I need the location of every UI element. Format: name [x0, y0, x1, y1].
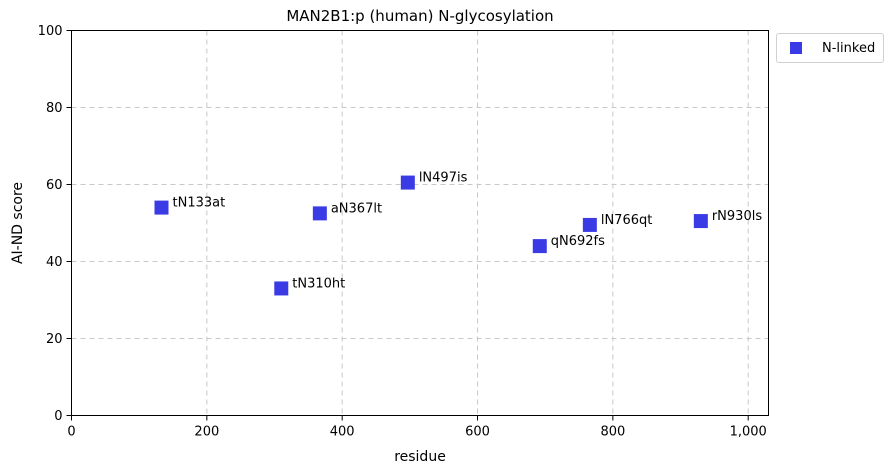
data-point-marker: [582, 217, 597, 232]
data-point-label: qN692fs: [551, 234, 605, 249]
plot-area-frame: [71, 30, 769, 416]
data-point-marker: [532, 239, 547, 254]
data-point-marker: [312, 206, 327, 221]
x-tick-label: 400: [330, 425, 355, 440]
x-tick-label: 0: [67, 425, 75, 440]
y-tick-label: 100: [38, 24, 63, 39]
data-point-label: tN310ht: [292, 276, 345, 291]
legend-marker-n-linked: [790, 42, 802, 54]
data-point-label: rN930ls: [712, 209, 762, 224]
y-axis-label: AI-ND score: [10, 182, 26, 264]
data-point-marker: [400, 175, 415, 190]
x-tick-label: 1,000: [730, 425, 767, 440]
y-tick-label: 60: [46, 178, 63, 193]
data-point-label: lN766qt: [601, 213, 653, 228]
data-point-marker: [154, 200, 169, 215]
legend: N-linked: [776, 33, 884, 63]
y-tick-label: 80: [46, 101, 63, 116]
x-axis-ticks: 0 200 400 600 800 1,000: [67, 415, 767, 440]
y-tick-label: 20: [46, 332, 63, 347]
y-tick-label: 40: [46, 255, 63, 270]
x-tick-label: 600: [465, 425, 490, 440]
x-tick-label: 200: [194, 425, 219, 440]
data-point-label: lN497is: [419, 171, 468, 186]
x-tick-label: 800: [600, 425, 625, 440]
y-axis-ticks: 0 20 40 60 80 100: [38, 24, 72, 424]
data-point-marker: [274, 281, 289, 296]
data-point-marker: [693, 214, 708, 229]
legend-label-n-linked: N-linked: [822, 41, 876, 56]
x-axis-label: residue: [394, 449, 446, 465]
data-points: tN133at tN310ht aN367lt lN497is qN692fs lN766…: [154, 171, 762, 296]
data-point-label: tN133at: [173, 196, 226, 211]
chart-title: MAN2B1:p (human) N-glycosylation: [286, 7, 553, 25]
y-tick-label: 0: [54, 409, 62, 424]
data-point-label: aN367lt: [331, 201, 382, 216]
grid-lines: [71, 30, 769, 416]
